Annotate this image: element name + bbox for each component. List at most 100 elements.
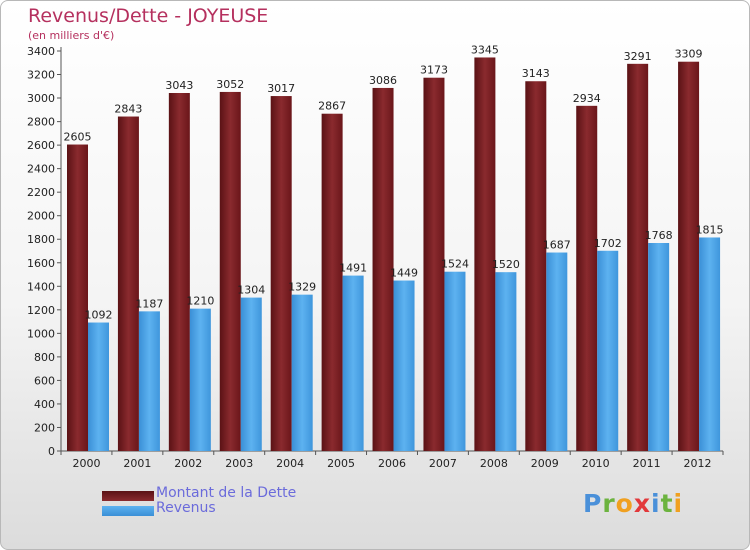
data-label: 1304: [237, 284, 265, 297]
y-tick-label: 3000: [27, 92, 55, 105]
data-label: 3143: [522, 67, 550, 80]
x-tick-label: 2007: [429, 457, 457, 470]
bar-debt: [168, 93, 190, 451]
bar-revenus: [393, 280, 415, 451]
y-tick-label: 2000: [27, 210, 55, 223]
x-tick-label: 2011: [633, 457, 661, 470]
y-tick-label: 800: [34, 351, 55, 364]
data-label: 1687: [543, 239, 571, 252]
x-tick-label: 2004: [276, 457, 304, 470]
data-label: 3309: [675, 48, 703, 61]
logo-letter: i: [673, 489, 684, 518]
x-tick-label: 2008: [480, 457, 508, 470]
bar-revenus: [240, 297, 262, 451]
bar-revenus: [546, 252, 568, 451]
y-tick-label: 3400: [27, 45, 55, 58]
legend-swatch-revenus: [102, 506, 154, 516]
bar-debt: [219, 91, 241, 452]
bar-revenus: [138, 311, 160, 451]
data-label: 3043: [165, 79, 193, 92]
bar-debt: [117, 116, 139, 451]
bar-debt: [678, 61, 700, 452]
bar-debt: [372, 87, 394, 452]
chart-title: Revenus/Dette - JOYEUSE: [28, 5, 269, 27]
data-label: 1187: [135, 297, 163, 310]
bars: [67, 57, 721, 452]
y-tick-label: 200: [34, 421, 55, 434]
y-tick-label: 2400: [27, 163, 55, 176]
bar-revenus: [648, 243, 670, 451]
bar-revenus: [699, 237, 721, 451]
data-label: 3173: [420, 64, 448, 77]
legend-label-debt: Montant de la Dette: [156, 485, 297, 501]
bar-debt: [576, 105, 598, 451]
legend-label-revenus: Revenus: [156, 500, 216, 516]
bar-revenus: [597, 250, 619, 451]
data-labels: 2605 1092 2843 1187 3043 1210 3052 1304 3017 1329…: [64, 43, 724, 321]
bar-debt: [474, 57, 496, 452]
data-label: 1092: [85, 309, 113, 322]
data-label: 2934: [573, 92, 601, 105]
data-label: 1449: [390, 267, 418, 280]
bar-debt: [270, 96, 292, 451]
y-tick-label: 1600: [27, 257, 55, 270]
bar-debt: [321, 113, 343, 452]
chart-subtitle: (en milliers d'€): [28, 29, 115, 42]
logo-letter: x: [633, 489, 651, 518]
logo-letter: i: [651, 489, 661, 518]
data-label: 2843: [114, 103, 142, 116]
y-tick-label: 1800: [27, 233, 55, 246]
x-tick-label: 2012: [684, 457, 712, 470]
data-label: 1491: [339, 262, 367, 275]
bar-debt: [627, 63, 649, 452]
data-label: 2605: [64, 131, 92, 144]
bar-revenus: [88, 322, 109, 451]
y-tick-label: 3200: [27, 69, 55, 82]
logo-letter: P: [583, 489, 603, 518]
bar-revenus: [342, 275, 364, 451]
data-label: 3086: [369, 74, 397, 87]
data-label: 3345: [471, 43, 499, 56]
data-label: 1524: [441, 258, 469, 271]
bar-revenus: [291, 294, 313, 451]
data-label: 1815: [696, 223, 724, 236]
bar-debt: [423, 77, 445, 452]
data-label: 1520: [492, 258, 520, 271]
x-tick-label: 2010: [582, 457, 610, 470]
y-tick-label: 2800: [27, 116, 55, 129]
proxiti-logo: Proxiti: [583, 489, 683, 518]
x-tick-label: 2000: [72, 457, 100, 470]
y-tick-label: 400: [34, 398, 55, 411]
y-tick-label: 0: [48, 445, 55, 458]
bar-revenus: [495, 272, 517, 451]
bar-revenus: [189, 308, 211, 451]
x-tick-label: 2005: [327, 457, 355, 470]
data-label: 1210: [186, 295, 214, 308]
x-tick-label: 2009: [531, 457, 559, 470]
legend-swatch-debt: [102, 491, 154, 501]
y-tick-label: 1400: [27, 280, 55, 293]
data-label: 3291: [624, 50, 652, 63]
data-label: 3052: [216, 78, 244, 91]
x-tick-label: 2003: [225, 457, 253, 470]
logo-letter: r: [602, 489, 616, 518]
data-label: 1768: [645, 229, 673, 242]
data-label: 1329: [288, 281, 316, 294]
data-label: 1702: [594, 237, 622, 250]
y-tick-label: 1000: [27, 327, 55, 340]
x-tick-label: 2002: [174, 457, 202, 470]
y-tick-label: 600: [34, 374, 55, 387]
bar-revenus: [444, 271, 466, 451]
x-tick-label: 2006: [378, 457, 406, 470]
y-tick-label: 2200: [27, 186, 55, 199]
data-label: 3017: [267, 82, 295, 95]
data-label: 2867: [318, 100, 346, 113]
logo-letter: o: [615, 489, 634, 518]
logo-letter: t: [660, 489, 674, 518]
bar-debt: [525, 81, 547, 451]
y-tick-label: 1200: [27, 304, 55, 317]
x-tick-label: 2001: [123, 457, 151, 470]
bar-debt: [67, 144, 88, 451]
